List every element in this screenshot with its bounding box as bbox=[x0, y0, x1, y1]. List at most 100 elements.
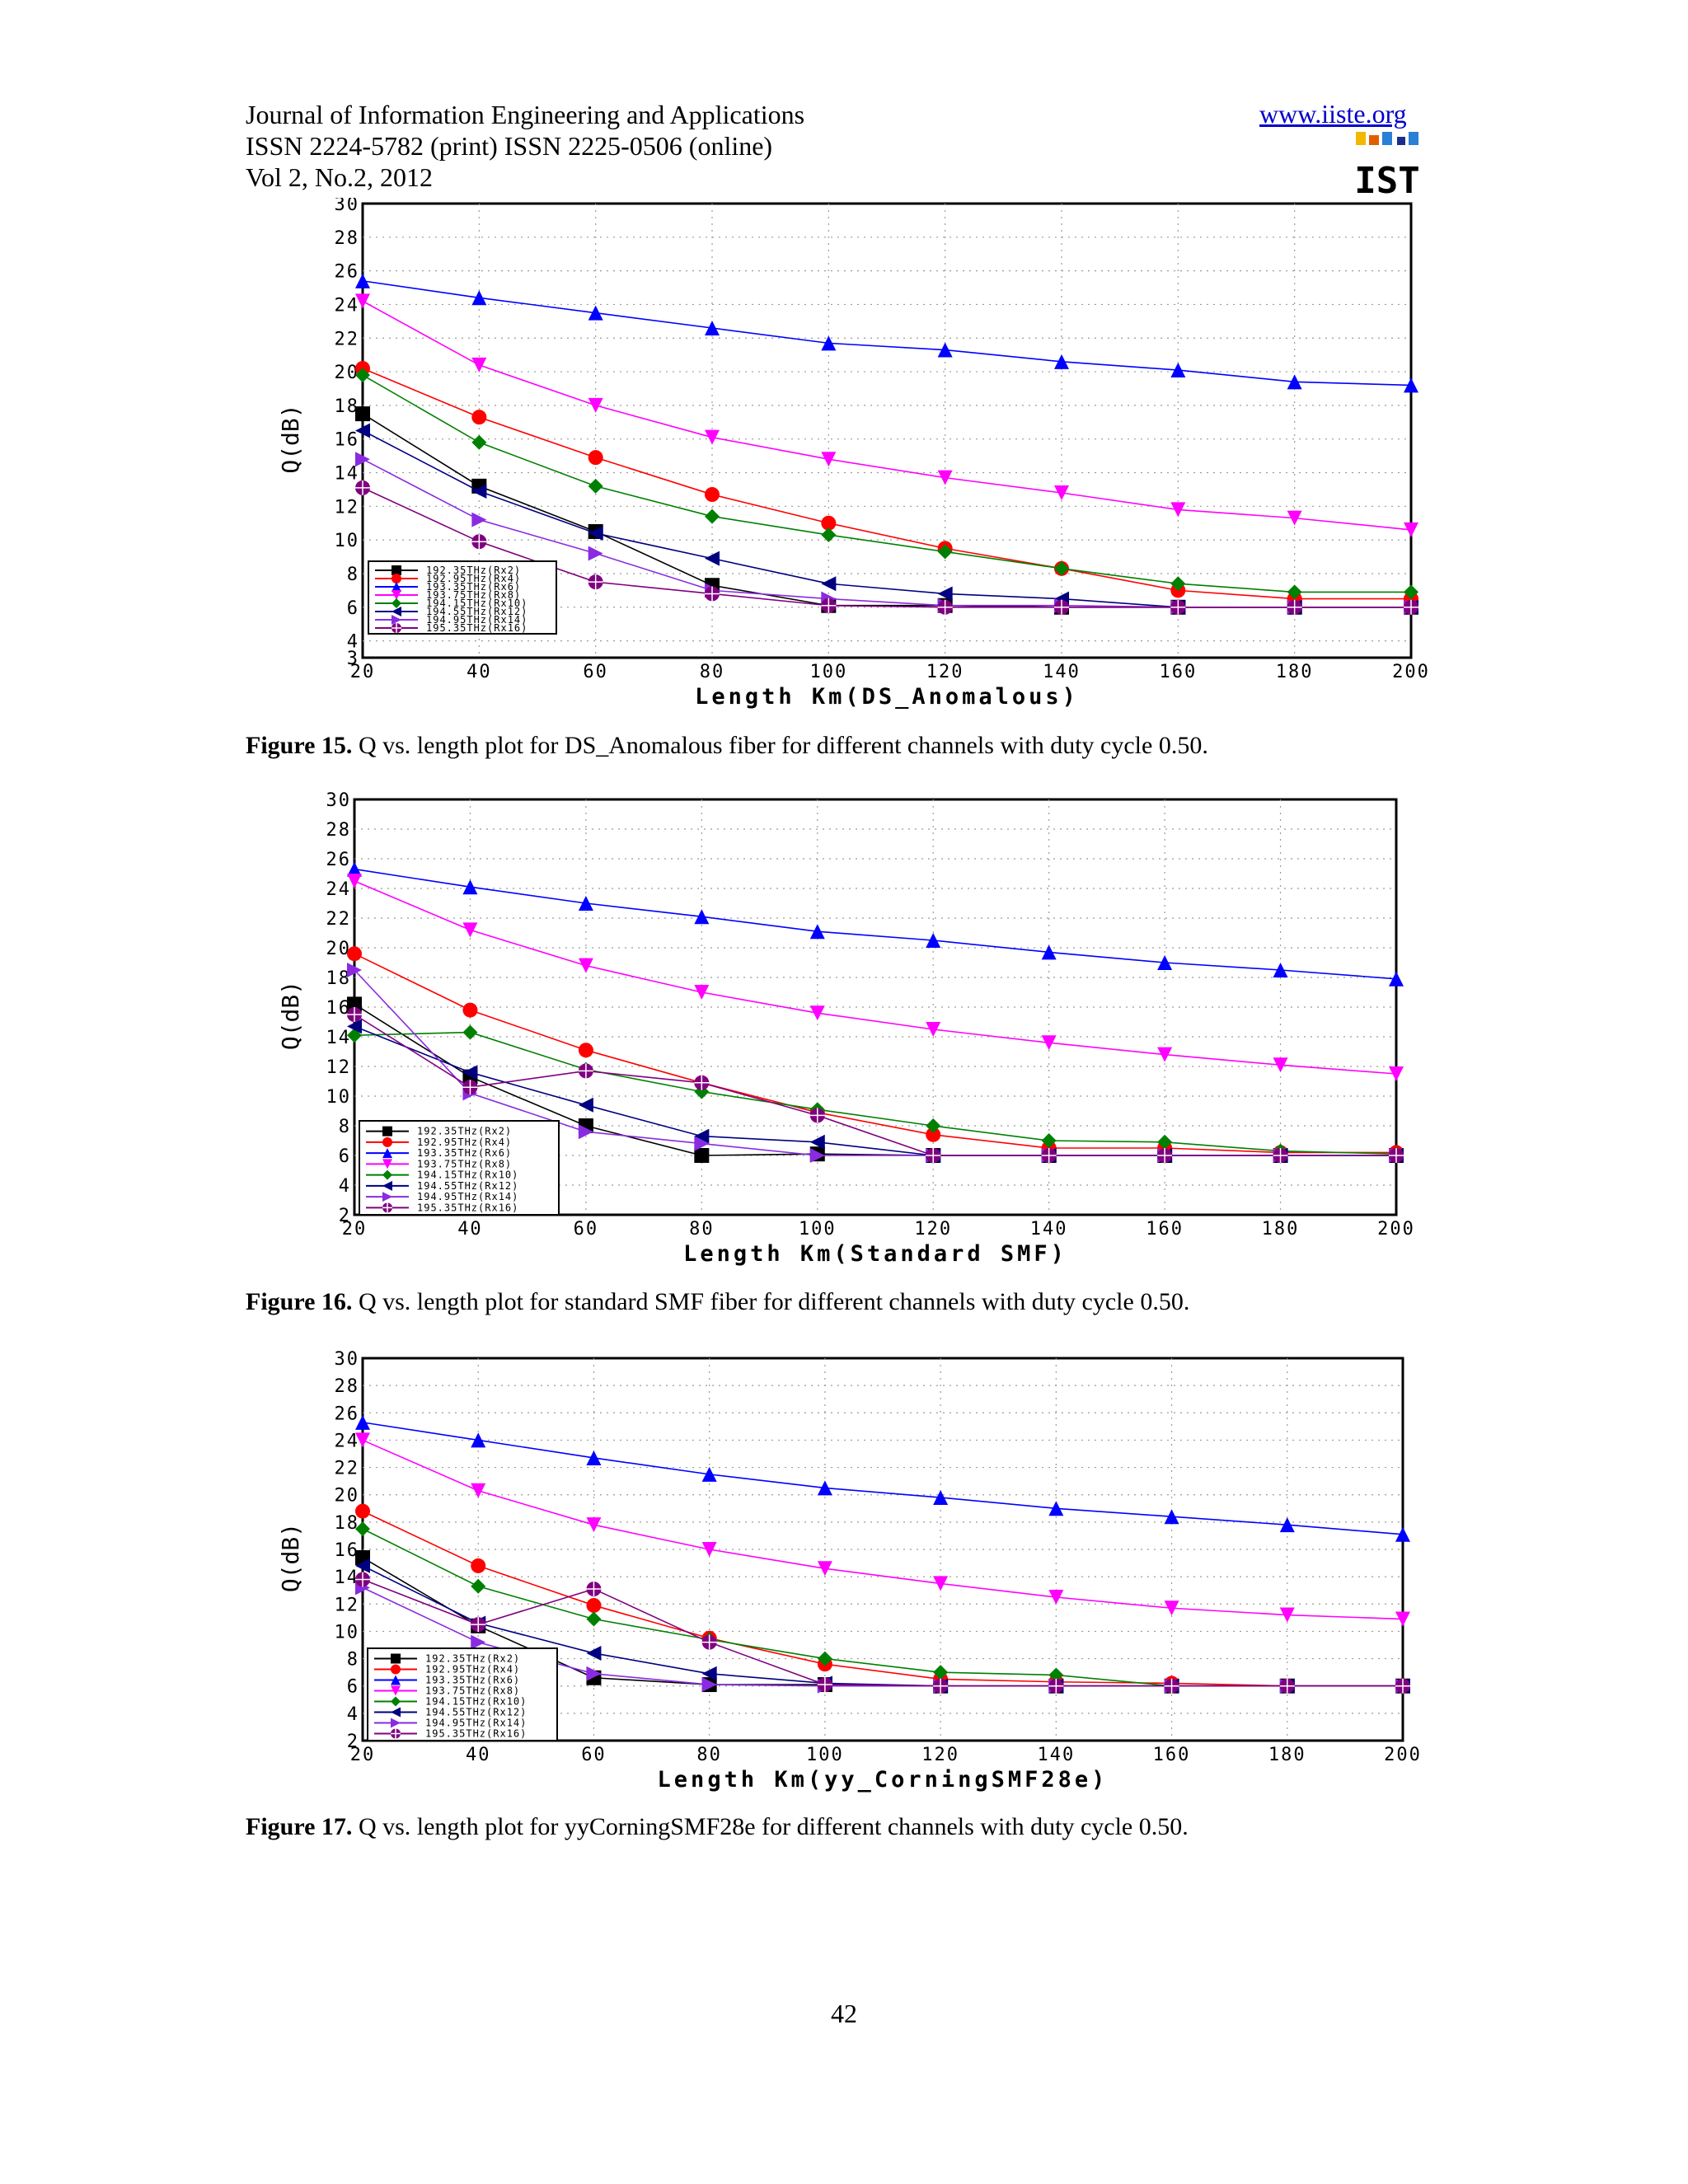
chart-3-series-3-point bbox=[1395, 1526, 1410, 1542]
chart-3-series-2-point bbox=[586, 1597, 602, 1613]
chart-2-legend-box bbox=[359, 1120, 560, 1216]
chart-1-series-4 bbox=[355, 293, 1418, 537]
chart-2-y-tick-label: 2 bbox=[339, 1206, 351, 1226]
chart-1-series-3-point bbox=[821, 335, 837, 351]
chart-2-y-tick-label: 12 bbox=[326, 1057, 352, 1078]
chart-3-y-tick-label: 16 bbox=[335, 1540, 360, 1561]
chart-1-series-5-point bbox=[1404, 584, 1418, 600]
chart-2-legend-label: 193.35THz(Rx6) bbox=[417, 1147, 512, 1159]
chart-3-x-tick-label: 40 bbox=[466, 1745, 491, 1765]
chart-3-series-5-point bbox=[355, 1521, 370, 1537]
chart-1-series-3-point bbox=[1170, 363, 1186, 378]
chart-3-series-3-point bbox=[1048, 1501, 1064, 1516]
chart-3-series-3-point bbox=[933, 1490, 949, 1506]
chart-1-legend-label: 192.95THz(Rx4) bbox=[426, 573, 521, 584]
chart-2-y-tick-label: 8 bbox=[339, 1117, 351, 1137]
chart-1-y-tick-label: 28 bbox=[335, 228, 360, 249]
chart-2-series-3-point bbox=[578, 896, 593, 911]
chart-2-legend: 192.35THz(Rx2)192.95THz(Rx4)193.35THz(Rx… bbox=[359, 1120, 560, 1216]
chart-3-series-6-point bbox=[586, 1645, 602, 1661]
chart-3-legend-label: 194.55THz(Rx12) bbox=[425, 1707, 527, 1718]
chart-2-y-tick-label: 28 bbox=[326, 820, 352, 841]
chart-3-legend-marker bbox=[391, 1653, 401, 1664]
figure-16-label: Figure 16. bbox=[246, 1288, 353, 1315]
chart-2-series-8-point-cross bbox=[1041, 1148, 1057, 1163]
chart-1-series-5-point bbox=[1287, 584, 1302, 600]
chart-2-series-5-point bbox=[347, 1028, 362, 1043]
chart-2-y-tick-label: 16 bbox=[326, 998, 352, 1019]
chart-2-x-axis-label: Length Km(Standard SMF) bbox=[683, 1241, 1067, 1267]
chart-3-series-3 bbox=[355, 1414, 1410, 1542]
chart-3-y-tick-label: 18 bbox=[335, 1513, 360, 1534]
chart-3-series-2-line bbox=[362, 1510, 1403, 1687]
chart-1-x-tick-label: 140 bbox=[1043, 662, 1081, 682]
chart-2-series-3 bbox=[347, 861, 1404, 987]
chart-2-x-tick-label: 180 bbox=[1262, 1219, 1300, 1240]
chart-2-legend-label: 194.15THz(Rx10) bbox=[417, 1169, 518, 1181]
chart-3-series-4 bbox=[355, 1432, 1410, 1627]
chart-2-series-2-point bbox=[462, 1002, 478, 1018]
chart-2-series-5-point bbox=[1041, 1133, 1057, 1148]
chart-2-legend-marker bbox=[382, 1126, 392, 1137]
chart-2-legend-marker bbox=[382, 1169, 392, 1180]
chart-2-series-6-point bbox=[347, 1019, 362, 1034]
chart-2-series-8-point-cross bbox=[1389, 1148, 1404, 1163]
chart-1-series-7-point bbox=[588, 546, 603, 561]
chart-3-legend-label: 195.35THz(Rx16) bbox=[425, 1728, 527, 1740]
chart-3-series-4-line bbox=[362, 1439, 1404, 1620]
chart-1-x-tick-label: 60 bbox=[583, 662, 608, 682]
chart-2-legend-marker bbox=[382, 1148, 392, 1159]
chart-1-legend-marker bbox=[392, 565, 401, 575]
chart-2-series-3-point bbox=[694, 909, 710, 925]
chart-1-series-5-point bbox=[471, 434, 487, 450]
chart-3-x-tick-label: 60 bbox=[581, 1745, 607, 1765]
chart-1-series-6-point bbox=[705, 551, 720, 566]
chart-1-series-8-point-cross bbox=[1287, 599, 1302, 615]
chart-3-series-8-point-cross bbox=[471, 1617, 486, 1633]
chart-1-x-tick-label: 40 bbox=[467, 662, 492, 682]
chart-1-series-5-point bbox=[937, 544, 953, 560]
chart-1-legend-marker bbox=[392, 598, 401, 608]
chart-3-y-axis-label: Q(dB) bbox=[277, 1523, 304, 1592]
chart-3-legend-marker bbox=[391, 1718, 401, 1728]
chart-2-series-3-point bbox=[462, 879, 478, 895]
chart-1-legend-marker bbox=[392, 590, 401, 600]
chart-3-series-3-point bbox=[1164, 1509, 1179, 1525]
chart-1-series-5-line bbox=[362, 374, 1411, 593]
chart-2-series-3-point bbox=[809, 924, 825, 940]
figure-17-label: Figure 17. bbox=[246, 1813, 353, 1840]
chart-1-legend: 192.35THz(Rx2)192.95THz(Rx4)193.35THz(Rx… bbox=[368, 560, 557, 635]
chart-2-legend-label: 192.35THz(Rx2) bbox=[417, 1126, 512, 1137]
chart-1-series-4-point bbox=[355, 293, 370, 309]
chart-1-series-3-point bbox=[1404, 377, 1418, 393]
chart-3-series-5-point bbox=[1048, 1667, 1064, 1683]
chart-1-series-3-line bbox=[362, 280, 1412, 387]
chart-3-series-4-point bbox=[701, 1542, 717, 1557]
chart-1-series-6-point bbox=[937, 586, 953, 602]
chart-1-series-3-point bbox=[705, 321, 720, 336]
chart-1-x-tick-label: 180 bbox=[1276, 662, 1314, 682]
chart-2-series-8-point-cross bbox=[926, 1148, 941, 1163]
chart-2-series-7-point bbox=[578, 1124, 593, 1140]
chart-1-series-3-point bbox=[1287, 374, 1302, 390]
chart-3-y-tick-label: 30 bbox=[335, 1350, 360, 1370]
chart-3-series-8-point-cross bbox=[1164, 1678, 1179, 1694]
chart-3-y-tick-label: 28 bbox=[335, 1376, 360, 1397]
chart-1-series-8-point-cross bbox=[937, 599, 953, 615]
chart-3-series-8-point-cross bbox=[817, 1677, 832, 1693]
chart-3-legend-marker bbox=[391, 1664, 401, 1675]
chart-1-series-8-point-cross bbox=[1170, 599, 1186, 615]
chart-2-series-8-point-cross bbox=[809, 1108, 825, 1123]
chart-3-series-2-point bbox=[471, 1558, 486, 1573]
iiste-logo: IISTE bbox=[1354, 132, 1422, 196]
chart-3-legend-marker-cross bbox=[391, 1728, 401, 1739]
chart-3-x-tick-label: 20 bbox=[350, 1745, 376, 1765]
chart-2-x-tick-label: 80 bbox=[689, 1219, 715, 1240]
chart-2-x-tick-label: 120 bbox=[914, 1219, 952, 1240]
chart-2-series-4-point bbox=[1157, 1047, 1173, 1062]
chart-2-x-tick-label: 160 bbox=[1146, 1219, 1184, 1240]
chart-1-x-tick-label: 100 bbox=[809, 662, 847, 682]
journal-website-link[interactable]: www.iiste.org bbox=[1259, 99, 1407, 129]
chart-1-series-5-point bbox=[705, 509, 720, 524]
chart-3-series-6-point bbox=[701, 1666, 717, 1681]
